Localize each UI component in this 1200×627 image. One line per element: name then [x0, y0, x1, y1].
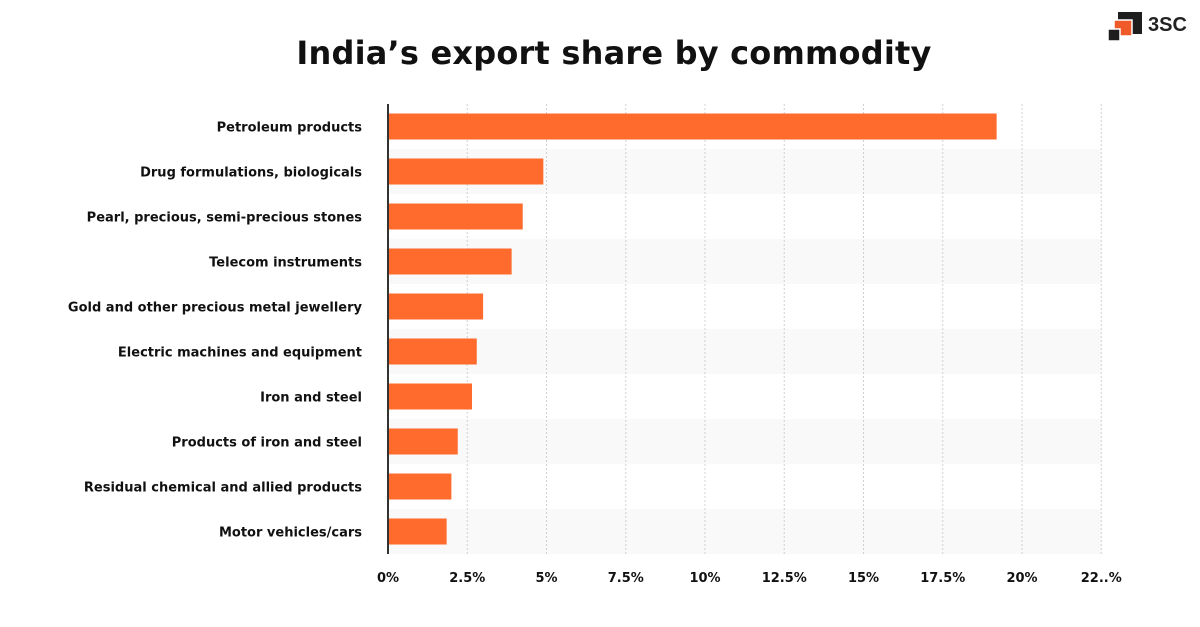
bar	[388, 203, 523, 230]
x-tick-label: 0%	[377, 571, 399, 586]
brand-logo-text: 3SC	[1148, 14, 1187, 36]
category-label: Telecom instruments	[209, 256, 362, 271]
x-tick-label: 17.5%	[920, 571, 965, 586]
x-tick-label: 20%	[1006, 571, 1037, 586]
bar	[388, 518, 447, 545]
row-band	[388, 419, 1102, 464]
x-tick-label: 5%	[535, 571, 557, 586]
category-label: Motor vehicles/cars	[219, 526, 362, 541]
category-label: Products of iron and steel	[172, 436, 362, 451]
x-tick-label: 10%	[689, 571, 720, 586]
x-tick-label: 15%	[848, 571, 879, 586]
brand-logo-icon	[1108, 12, 1142, 42]
chart-title: India’s export share by commodity	[296, 34, 932, 72]
x-tick-label: 12.5%	[762, 571, 807, 586]
x-tick-label: 22..%	[1081, 571, 1122, 586]
bar	[388, 248, 512, 275]
category-label: Gold and other precious metal jewellery	[68, 301, 363, 316]
bar	[388, 158, 544, 185]
bar	[388, 293, 484, 320]
category-label: Residual chemical and allied products	[84, 481, 362, 496]
bar	[388, 338, 477, 365]
category-label: Pearl, precious, semi-precious stones	[87, 211, 363, 226]
category-label: Electric machines and equipment	[118, 346, 362, 361]
bar	[388, 383, 473, 410]
row-band	[388, 329, 1102, 374]
category-label: Petroleum products	[217, 121, 363, 136]
row-band	[388, 509, 1102, 554]
bar	[388, 473, 452, 500]
x-tick-label: 7.5%	[608, 571, 644, 586]
category-label: Drug formulations, biologicals	[140, 166, 362, 181]
category-label: Iron and steel	[260, 391, 362, 406]
bar	[388, 113, 997, 140]
x-tick-label: 2.5%	[449, 571, 485, 586]
bar	[388, 428, 458, 455]
